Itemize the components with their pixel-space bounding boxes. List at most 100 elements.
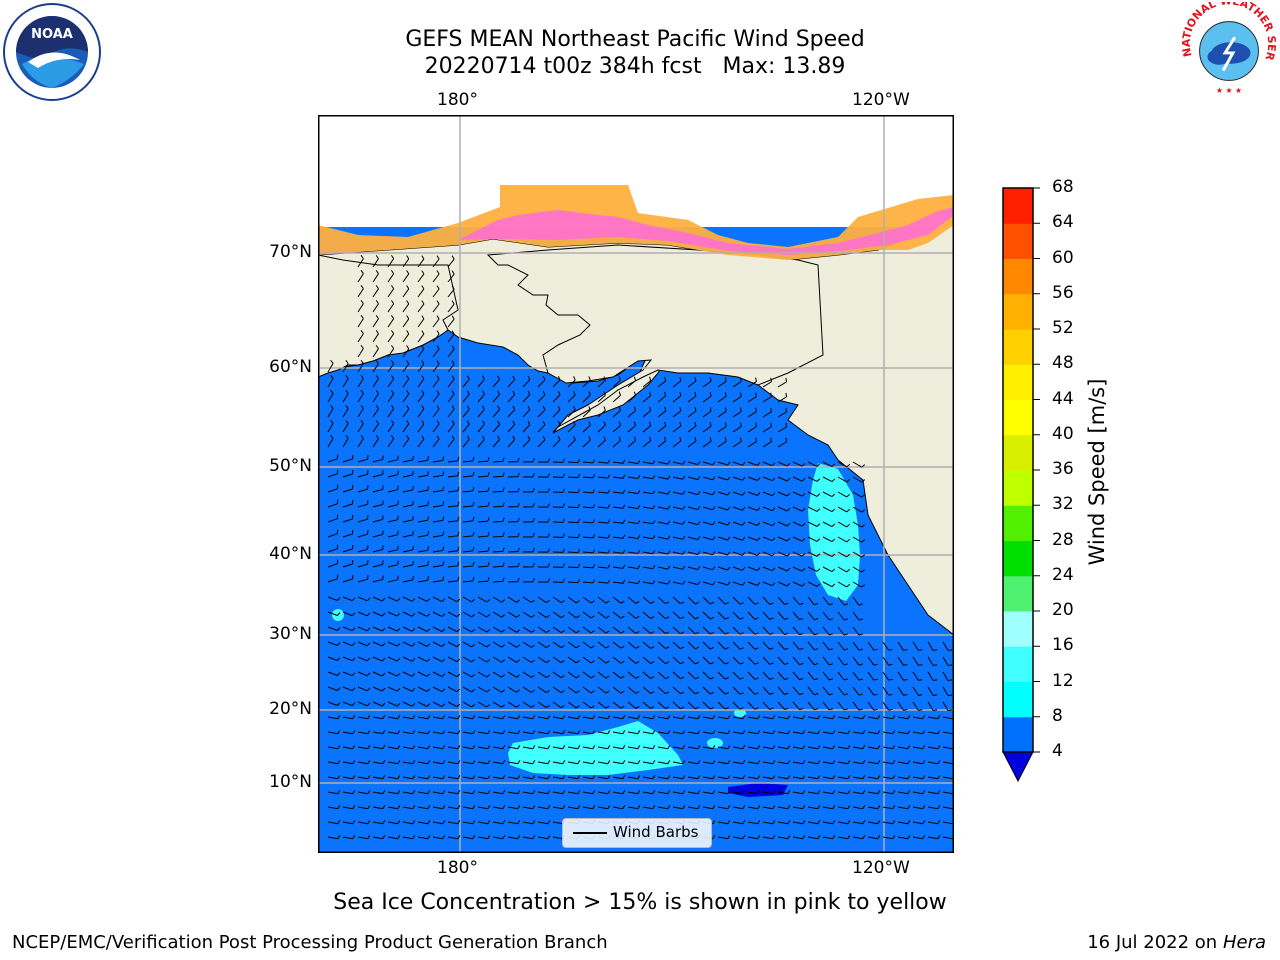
wind-barb bbox=[327, 378, 334, 388]
map-title-line1: GEFS MEAN Northeast Pacific Wind Speed bbox=[405, 27, 865, 52]
wind-barb-flag bbox=[892, 835, 896, 839]
wind-barb bbox=[762, 581, 773, 587]
wind-barb bbox=[597, 761, 608, 765]
wind-barb-flag bbox=[801, 478, 806, 482]
wind-barb bbox=[552, 611, 562, 619]
wind-barb-flag bbox=[637, 790, 641, 794]
wind-barb bbox=[417, 474, 428, 478]
wind-barb bbox=[672, 395, 682, 403]
wind-barb bbox=[777, 491, 788, 497]
wind-barb bbox=[942, 656, 949, 666]
wind-barb-flag bbox=[396, 672, 401, 677]
wind-barb-flag bbox=[620, 660, 625, 664]
wind-barb-flag bbox=[633, 436, 637, 441]
wind-barb-flag bbox=[381, 597, 386, 602]
wind-barb bbox=[657, 671, 666, 679]
wind-barb-flag bbox=[831, 583, 836, 587]
wind-barb bbox=[642, 791, 653, 795]
wind-barb-flag bbox=[517, 577, 520, 582]
wind-barb bbox=[747, 521, 758, 526]
wind-barb-flag bbox=[382, 730, 386, 734]
wind-barb-flag bbox=[451, 300, 455, 305]
wind-barb-flag bbox=[451, 405, 455, 410]
wind-barb-flag bbox=[472, 835, 476, 839]
wind-barb-flag bbox=[337, 672, 341, 676]
wind-barb-flag bbox=[472, 730, 476, 734]
wind-barb bbox=[432, 579, 443, 583]
wind-barb-flag bbox=[547, 775, 551, 779]
wind-barb-flag bbox=[607, 474, 611, 479]
wind-barb bbox=[522, 394, 531, 403]
wind-barb-flag bbox=[352, 760, 356, 764]
wind-barb-flag bbox=[843, 618, 849, 621]
wind-barb-flag bbox=[709, 377, 712, 382]
wind-barb bbox=[552, 626, 562, 634]
wind-barb-flag bbox=[847, 745, 851, 749]
wind-barb bbox=[462, 520, 473, 523]
wind-barb-flag bbox=[482, 405, 485, 410]
lat-label-60n: 60°N bbox=[269, 357, 312, 377]
wind-barb-flag bbox=[787, 745, 791, 749]
wind-barb bbox=[537, 611, 547, 619]
wind-barb bbox=[462, 490, 473, 493]
wind-barb-flag bbox=[846, 553, 851, 558]
wind-barb-flag bbox=[724, 677, 729, 680]
wind-barb-flag bbox=[742, 760, 746, 764]
wind-barb bbox=[597, 394, 606, 403]
wind-barb bbox=[342, 836, 353, 840]
wind-barb bbox=[327, 533, 338, 538]
wind-barb-flag bbox=[697, 775, 701, 779]
wind-barb bbox=[342, 393, 349, 403]
wind-barb bbox=[597, 476, 608, 479]
wind-barb-flag bbox=[532, 532, 535, 538]
wind-barb bbox=[822, 761, 833, 765]
wind-barb bbox=[402, 716, 413, 720]
wind-barb bbox=[492, 580, 504, 583]
wind-barb-flag bbox=[873, 663, 878, 666]
wind-barb-flag bbox=[903, 709, 908, 711]
wind-barb bbox=[687, 536, 698, 541]
wind-barb-flag bbox=[472, 790, 476, 794]
wind-barb-flag bbox=[829, 633, 834, 636]
wind-barb bbox=[717, 836, 728, 840]
wind-barb-flag bbox=[427, 775, 431, 779]
wind-barb bbox=[837, 596, 845, 606]
wind-barb-flag bbox=[862, 835, 866, 839]
wind-barb bbox=[807, 821, 818, 825]
wind-barb-flag bbox=[517, 715, 521, 719]
wind-barb bbox=[627, 701, 637, 709]
wind-barb-flag bbox=[770, 392, 772, 397]
wind-barb bbox=[582, 761, 593, 765]
wind-barb bbox=[357, 488, 368, 493]
wind-barb bbox=[837, 731, 848, 735]
wind-barb-flag bbox=[769, 632, 774, 635]
svg-text:★ ★ ★: ★ ★ ★ bbox=[1216, 86, 1242, 95]
wind-barb-flag bbox=[390, 330, 395, 334]
wind-barb-flag bbox=[427, 730, 431, 734]
wind-barb-flag bbox=[831, 553, 836, 557]
wind-barb bbox=[807, 716, 818, 720]
wind-barb-flag bbox=[622, 745, 626, 749]
wind-barb-flag bbox=[742, 551, 746, 556]
wind-barb-flag bbox=[622, 474, 626, 479]
wind-barb bbox=[657, 776, 668, 780]
wind-barb bbox=[777, 746, 788, 750]
lat-label-20n: 20°N bbox=[269, 699, 312, 719]
wind-barb bbox=[492, 716, 503, 720]
wind-barb bbox=[777, 761, 788, 765]
wind-barb bbox=[402, 731, 413, 735]
wind-barb bbox=[507, 671, 517, 678]
wind-barb bbox=[372, 288, 379, 298]
wind-barb bbox=[657, 611, 666, 619]
wind-barb bbox=[627, 731, 638, 735]
wind-barb bbox=[372, 378, 379, 388]
colorbar-segment bbox=[1003, 716, 1033, 753]
wind-barb-flag bbox=[457, 775, 461, 779]
wind-barb-flag bbox=[742, 521, 746, 526]
wind-barb-flag bbox=[592, 760, 596, 764]
wind-barb-flag bbox=[426, 628, 431, 632]
wind-barb bbox=[852, 701, 860, 711]
wind-barb-flag bbox=[427, 835, 431, 839]
wind-barb bbox=[417, 641, 428, 647]
wind-barb-flag bbox=[772, 730, 776, 734]
